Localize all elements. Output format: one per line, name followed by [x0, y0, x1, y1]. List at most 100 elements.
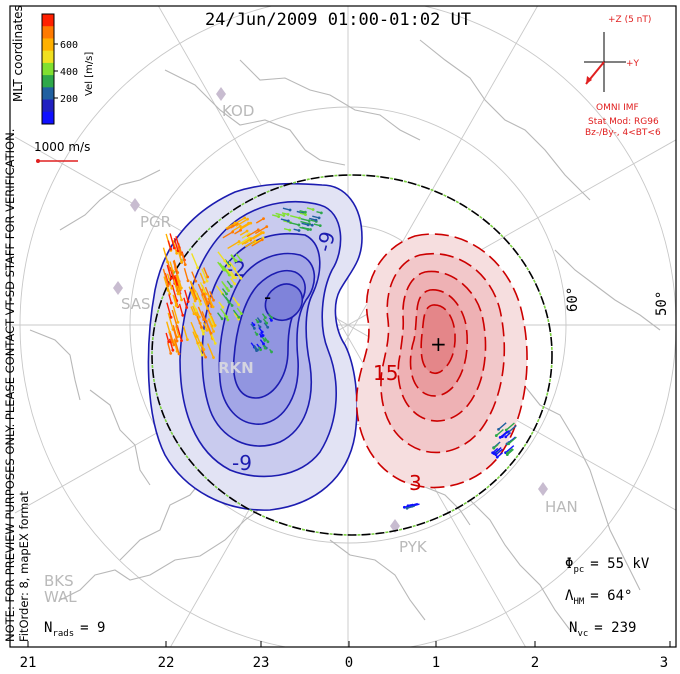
velocity-vector [190, 321, 198, 337]
colorbar-segment [42, 111, 54, 125]
velocity-vector [167, 342, 172, 354]
velocity-vector [169, 332, 175, 346]
velocity-vector [172, 306, 179, 323]
velocity-vector-origin [288, 208, 292, 212]
velocity-vector-origin [310, 223, 314, 227]
velocity-vector-origin [260, 330, 264, 334]
velocity-vector [255, 218, 264, 224]
velocity-vector [217, 261, 224, 271]
velocity-vector-origin [319, 211, 323, 215]
velocity-vector [190, 280, 196, 293]
velocity-vector [226, 268, 234, 279]
map-title: 24/Jun/2009 01:00-01:02 UT [205, 10, 471, 30]
n-rads-stat: Nrads = 9 [44, 620, 105, 639]
velocity-vector [207, 297, 213, 307]
velocity-vector-origin [194, 279, 198, 283]
imf-source: OMNI IMF [596, 103, 639, 113]
station-rkn: RKN [218, 359, 254, 377]
velocity-vector-origin [168, 330, 172, 334]
colorbar-segment [42, 87, 54, 101]
velocity-vector [168, 338, 174, 351]
velocity-vector-origin [317, 216, 321, 220]
velocity-vector [275, 212, 284, 217]
mlt-axis: 21 22 23 0 1 2 3 [20, 641, 671, 671]
velocity-vector-origin [263, 346, 267, 350]
mlt-tick-1: 1 [432, 655, 440, 671]
velocity-vector-origin [263, 339, 267, 342]
velocity-vector [239, 222, 249, 229]
velocity-vector-origin [170, 286, 174, 290]
velocity-vector-origin [243, 216, 247, 220]
velocity-vector-origin [202, 280, 206, 284]
velocity-vector [203, 267, 209, 278]
velocity-vector [231, 225, 241, 232]
velocity-vector-origin [265, 321, 269, 325]
velocity-vector-origin [237, 240, 241, 243]
colorbar-tick-600: 600 [60, 40, 78, 51]
velocity-vector [191, 288, 198, 299]
mlt-tick-21: 21 [20, 655, 37, 671]
velocity-vector-origin [227, 289, 230, 293]
velocity-vector-origin [211, 305, 215, 309]
velocity-vector-origin [237, 303, 241, 307]
velocity-vector-origin [175, 339, 179, 343]
velocity-vector-origin [177, 352, 181, 356]
velocity-vector-origin [194, 309, 198, 312]
velocity-vector [221, 293, 230, 303]
velocity-vector [201, 311, 207, 322]
velocity-vector [199, 282, 205, 292]
velocity-vector [199, 272, 205, 283]
velocity-vector-origin [186, 300, 190, 303]
velocity-vector [210, 334, 216, 344]
velocity-vector [163, 276, 169, 291]
velocity-vector-origin [199, 343, 203, 347]
velocity-vector [191, 253, 199, 269]
velocity-vector-origin [206, 275, 210, 279]
velocity-vector-origin [261, 334, 265, 337]
velocity-vector-origin [303, 210, 307, 214]
velocity-vector-origin [209, 331, 213, 335]
velocity-vector [228, 261, 236, 270]
velocity-vector-origin [255, 333, 259, 336]
velocity-vector-origin [167, 340, 171, 344]
velocity-vector [207, 293, 214, 308]
velocity-vector-origin [227, 300, 231, 304]
velocity-vector-origin [231, 230, 235, 234]
velocity-vector [192, 331, 199, 344]
velocity-vector [195, 292, 201, 302]
velocity-vector [237, 237, 250, 246]
velocity-vector-origin [196, 266, 200, 270]
velocity-vector [167, 240, 172, 250]
velocity-vector-origin [166, 288, 170, 292]
reference-vector-label: 1000 m/s [34, 140, 90, 154]
velocity-vector-origin [201, 293, 205, 296]
velocity-vector-origin [174, 268, 178, 271]
velocity-vector-origin [282, 214, 286, 217]
velocity-vector [205, 320, 212, 334]
colorbar-segment [42, 14, 54, 27]
velocity-vector-origin [169, 247, 173, 251]
velocity-vector-origin [221, 305, 225, 309]
velocity-vector-origin [238, 224, 242, 228]
colorbar-segment [42, 99, 54, 113]
colorbar-segment [42, 26, 54, 39]
velocity-vector-origin [176, 320, 180, 324]
velocity-vector-origin [507, 442, 511, 446]
velocity-vector-origin [202, 332, 205, 336]
velocity-vector [166, 321, 171, 333]
velocity-vector-origin [286, 213, 290, 216]
velocity-vector [172, 260, 177, 270]
velocity-vector-origin [183, 263, 187, 267]
velocity-vector [246, 229, 259, 238]
velocity-vector-origin [256, 348, 259, 352]
imf-stat-model: Stat Mod: RG96 [588, 117, 659, 127]
velocity-vector [241, 237, 252, 245]
velocity-vector-origin [172, 246, 176, 250]
velocity-vector [166, 273, 173, 289]
velocity-vector-origin [202, 289, 206, 293]
velocity-vector-origin [263, 316, 267, 320]
velocity-vector [173, 296, 178, 307]
velocity-vector-origin [200, 353, 204, 357]
velocity-vector-origin [169, 315, 173, 319]
velocity-vector [194, 291, 202, 305]
